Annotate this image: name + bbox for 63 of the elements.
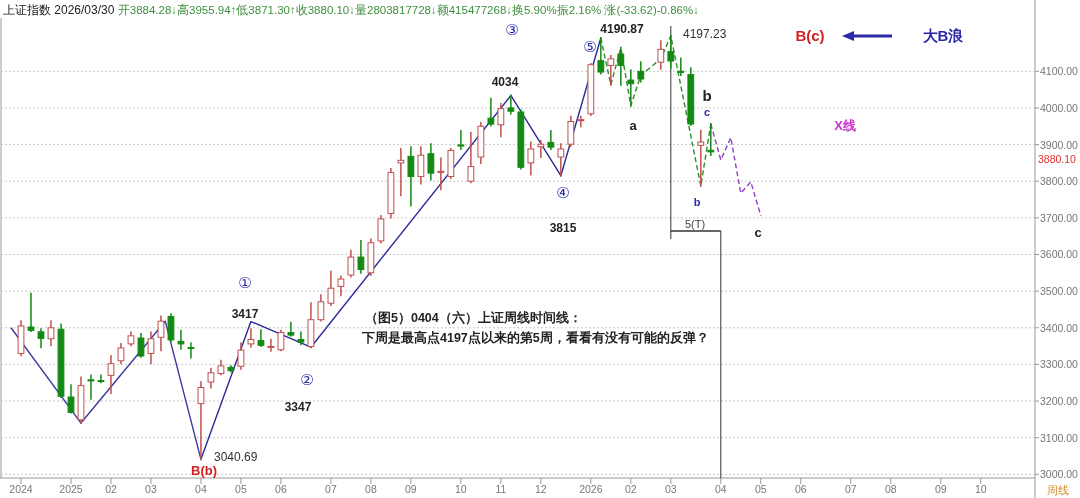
- y-tick-label: 3600.00: [1040, 248, 1079, 261]
- annotation: b: [702, 87, 712, 104]
- annotation: ①: [238, 274, 252, 291]
- x-tick-label: 09: [934, 483, 947, 495]
- y-tick-label: 3400.00: [1040, 321, 1079, 334]
- x-tick-label: 07: [325, 483, 337, 495]
- x-tick-label: 06: [794, 483, 807, 495]
- y-tick-label: 3000.00: [1040, 468, 1079, 481]
- annotation: 下周是最高点4197点以来的第5周，看看有没有可能的反弹？: [361, 330, 709, 345]
- x-tick-label: 05: [754, 483, 767, 495]
- annotation: ⑤: [583, 38, 597, 55]
- x-tick-label: 06: [275, 483, 287, 495]
- annotation: 4034: [491, 75, 519, 89]
- x-tick-label: 03: [145, 483, 157, 495]
- annotation: a: [629, 118, 638, 133]
- y-tick-label: 4100.00: [1040, 65, 1079, 78]
- y-tick-label: 3700.00: [1040, 211, 1079, 224]
- x-tick-label: 11: [495, 483, 507, 495]
- annotation: 3040.69: [214, 450, 258, 464]
- text: 3880.10: [1038, 153, 1077, 165]
- x-tick-label: 03: [664, 483, 677, 495]
- y-tick-label: 3900.00: [1040, 138, 1079, 151]
- x-tick-label: 09: [405, 483, 417, 495]
- annotation: 3347: [284, 400, 312, 414]
- annotation: （图5）0404（六）上证周线时间线：: [365, 310, 582, 325]
- annotation: ③: [505, 21, 519, 38]
- annotation: 3815: [549, 221, 577, 235]
- chart-title: 上证指数 2026/03/30: [3, 3, 118, 17]
- x-tick-label: 2026: [579, 483, 603, 495]
- annotation: ②: [300, 371, 314, 388]
- annotation: 4190.87: [600, 22, 645, 36]
- annotation: 3417: [231, 307, 259, 321]
- annotation: b: [693, 196, 701, 208]
- x-tick-label: 04: [195, 483, 207, 495]
- annotation: 5(T): [685, 218, 706, 231]
- y-tick-label: 3500.00: [1040, 285, 1079, 298]
- annotation: 4197.23: [683, 27, 727, 41]
- annotation: c: [754, 225, 762, 240]
- y-tick-label: 3100.00: [1040, 431, 1079, 444]
- x-tick-label: 02: [624, 483, 637, 495]
- annotation: ④: [556, 184, 570, 201]
- y-tick-label: 3800.00: [1040, 175, 1079, 188]
- x-tick-label: 04: [714, 483, 727, 495]
- annotation: 大B浪: [922, 27, 965, 44]
- x-tick-label: 08: [884, 483, 897, 495]
- x-tick-label: 10: [974, 483, 987, 495]
- annotation: X线: [834, 118, 856, 133]
- x-tick-label: 05: [235, 483, 247, 495]
- x-tick-label: 02: [105, 483, 117, 495]
- x-tick-label: 07: [844, 483, 857, 495]
- x-tick-label: 2024: [9, 483, 33, 495]
- annotation: B(c): [795, 27, 825, 44]
- y-tick-label: 3300.00: [1040, 358, 1079, 371]
- x-tick-label: 10: [455, 483, 467, 495]
- y-tick-label: 3200.00: [1040, 395, 1079, 408]
- x-tick-label: 12: [535, 483, 547, 495]
- x-tick-label: 2025: [59, 483, 83, 495]
- y-tick-label: 4000.00: [1040, 101, 1079, 114]
- annotation: B(b): [191, 463, 217, 478]
- annotation: c: [703, 106, 711, 118]
- x-tick-label: 08: [365, 483, 377, 495]
- text: 周线: [1047, 484, 1069, 496]
- chart-subtitle: 开3884.28↓高3955.94↑低3871.30↑收3880.10↓量2803817728↓额415477268↓换5.90%振2.16% 涨(-33.62)-0.86%↓: [117, 3, 699, 16]
